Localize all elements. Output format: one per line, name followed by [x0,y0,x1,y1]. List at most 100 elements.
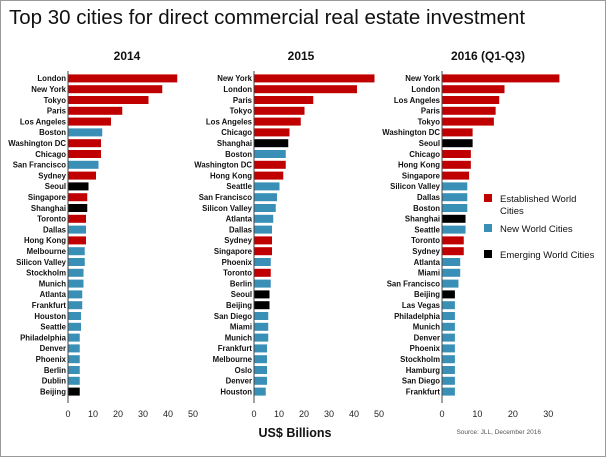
bar [68,258,85,266]
city-label: New York [405,74,440,83]
bar [442,160,471,169]
city-label: Miami [230,323,252,332]
city-label: Los Angeles [20,117,67,126]
bar [442,225,466,234]
city-label: Las Vegas [402,301,441,310]
city-label: Washington DC [194,161,252,170]
x-tick-label: 20 [508,409,518,419]
legend-label-new: New World Cities [500,224,573,235]
bar [254,171,284,180]
bar [442,182,468,191]
city-label: Chicago [409,150,440,159]
bar [254,290,270,299]
city-label: Seattle [40,323,66,332]
city-label: Los Angeles [394,96,441,105]
city-label: Shanghai [217,139,252,148]
city-label: Atlanta [226,215,253,224]
bar [442,290,455,299]
city-label: Atlanta [414,258,441,267]
bar [254,85,357,94]
city-label: Dallas [43,225,67,234]
city-label: Boston [39,128,66,137]
city-label: San Francisco [387,279,441,288]
x-tick-label: 0 [65,409,70,419]
city-label: Dallas [229,225,253,234]
city-label: Stockholm [400,355,440,364]
city-label: Tokyo [418,117,441,126]
city-label: Toronto [411,236,440,245]
city-label: Denver [414,333,440,342]
legend-label-emerging: Emerging World Cities [500,250,595,261]
city-label: San Francisco [13,161,67,170]
bar [442,150,471,158]
city-label: Sydney [412,247,440,256]
bar [442,355,455,364]
city-label: Chicago [221,128,252,137]
x-tick-label: 30 [138,409,148,419]
bar [442,247,464,256]
city-label: Hong Kong [398,161,440,170]
x-tick-label: 40 [163,409,173,419]
city-label: Berlin [230,279,252,288]
bar [68,290,83,299]
bar [254,117,301,126]
bar [68,182,89,191]
x-tick-label: 20 [113,409,123,419]
bar [68,85,163,94]
bar [68,128,103,137]
panel-title-1: 2015 [288,49,315,63]
city-label: Hong Kong [210,171,252,180]
bar [254,387,266,396]
bar [254,301,270,310]
city-label: Dallas [417,193,441,202]
city-label: Chicago [35,150,66,159]
bar [442,128,473,137]
city-label: New York [31,85,66,94]
bar [254,312,269,320]
city-label: Los Angeles [206,117,253,126]
city-label: Frankfurt [406,387,441,396]
bar [442,366,455,374]
bar [442,117,494,126]
bar [254,366,267,374]
city-label: Houston [34,312,66,321]
city-label: Washington DC [382,128,440,137]
legend-swatch-established [484,194,492,202]
city-label: Paris [47,107,67,116]
city-label: Washington DC [8,139,66,148]
city-label: Miami [418,269,440,278]
bar [68,139,101,148]
panel-title-2: 2016 (Q1-Q3) [451,49,525,63]
legend-swatch-new [484,224,492,232]
bar [254,204,276,212]
bar [254,150,286,158]
bar [254,74,375,83]
bar [254,96,314,104]
x-axis-label: US$ Billions [259,426,332,440]
bar [68,247,85,256]
bar [254,355,267,364]
city-label: London [37,74,66,83]
bar [254,344,267,353]
city-label: Phoenix [36,355,67,364]
city-label: Stockholm [26,269,66,278]
bar [254,182,280,191]
city-label: San Francisco [199,193,253,202]
x-tick-label: 0 [251,409,256,419]
bar [442,96,500,104]
city-label: Silicon Valley [202,204,253,213]
bar [254,376,267,385]
bar [254,106,305,115]
bar [442,322,455,331]
bar [442,171,470,180]
city-label: Hamburg [406,366,440,375]
city-label: Seattle [414,225,440,234]
bar [254,128,290,137]
bar [254,236,272,245]
city-label: Seoul [45,182,66,191]
bar [68,225,86,234]
chart-title: Top 30 cities for direct commercial real… [9,6,526,29]
bar [68,171,96,180]
bar [68,204,88,212]
